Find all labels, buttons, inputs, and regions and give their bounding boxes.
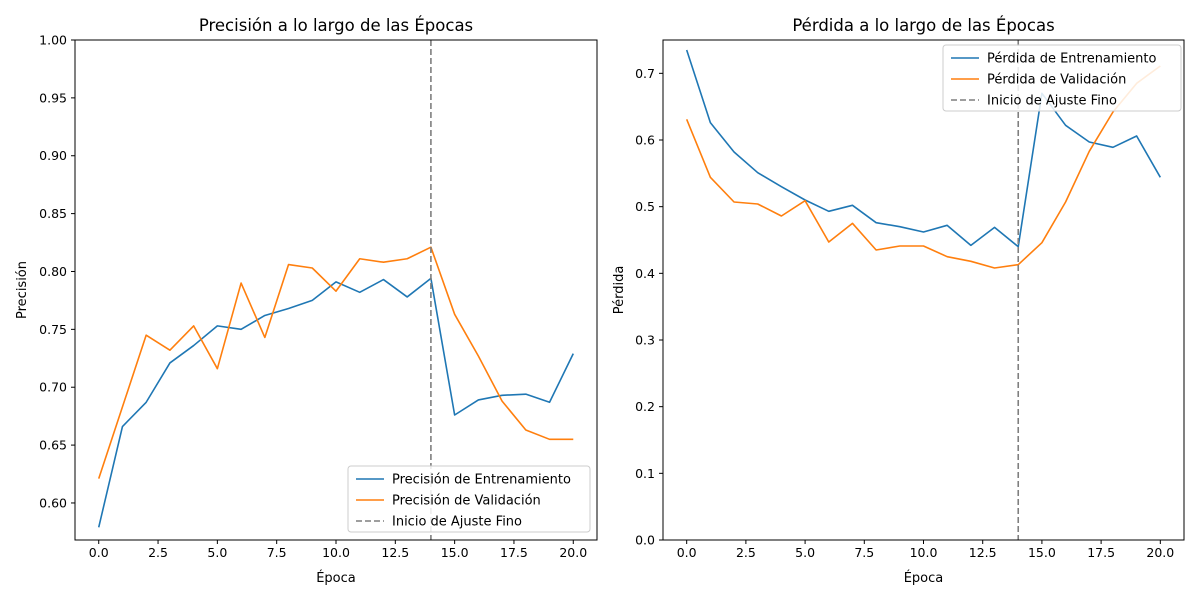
chart-title: Precisión a lo largo de las Épocas bbox=[199, 16, 473, 35]
x-tick-label: 5.0 bbox=[207, 545, 227, 560]
x-tick-label: 15.0 bbox=[441, 545, 469, 560]
x-tick-label: 10.0 bbox=[910, 545, 938, 560]
y-tick-label: 0.0 bbox=[635, 533, 655, 548]
legend-label: Inicio de Ajuste Fino bbox=[987, 94, 1117, 109]
y-tick-label: 0.7 bbox=[635, 66, 655, 81]
y-tick-label: 0.3 bbox=[635, 333, 655, 348]
x-tick-label: 10.0 bbox=[322, 545, 350, 560]
legend-label: Inicio de Ajuste Fino bbox=[392, 515, 522, 530]
x-axis-label: Época bbox=[316, 570, 356, 586]
x-tick-label: 0.0 bbox=[89, 545, 109, 560]
legend-label: Pérdida de Entrenamiento bbox=[987, 52, 1157, 67]
series-line-training bbox=[97, 277, 574, 528]
accuracy-chart: Precisión a lo largo de las Épocas Época… bbox=[15, 16, 598, 586]
y-tick-label: 0.6 bbox=[635, 133, 655, 148]
y-tick-label: 0.5 bbox=[635, 199, 655, 214]
series-line-training bbox=[685, 49, 1162, 248]
legend-label: Precisión de Entrenamiento bbox=[392, 473, 571, 488]
y-tick-label: 1.00 bbox=[39, 33, 67, 48]
axis-ticks: 0.0 2.5 5.0 7.5 10.0 12.5 15.0 17.5 20.0 0.60 0.65… bbox=[39, 33, 587, 561]
x-tick-label: 12.5 bbox=[969, 545, 997, 560]
legend-label: Pérdida de Validación bbox=[987, 73, 1126, 88]
y-tick-label: 0.65 bbox=[39, 438, 67, 453]
legend-box bbox=[942, 44, 1182, 112]
y-tick-label: 0.1 bbox=[635, 466, 655, 481]
y-tick-label: 0.60 bbox=[39, 495, 67, 510]
y-tick-label: 0.85 bbox=[39, 206, 67, 221]
y-axis-label: Precisión bbox=[15, 261, 30, 319]
y-tick-label: 0.80 bbox=[39, 264, 67, 279]
legend: Precisión de Entrenamiento Precisión de V… bbox=[347, 465, 591, 533]
plot-lines bbox=[685, 40, 1162, 540]
y-tick-label: 0.90 bbox=[39, 148, 67, 163]
y-axis-label: Pérdida bbox=[612, 266, 627, 315]
x-tick-label: 20.0 bbox=[559, 545, 587, 560]
x-tick-label: 2.5 bbox=[148, 545, 168, 560]
plot-lines bbox=[97, 40, 574, 540]
loss-chart: Pérdida a lo largo de las Épocas Época P… bbox=[612, 16, 1185, 586]
y-tick-label: 0.70 bbox=[39, 380, 67, 395]
x-tick-label: 0.0 bbox=[677, 545, 697, 560]
legend: Pérdida de Entrenamiento Pérdida de Valid… bbox=[942, 44, 1182, 112]
y-tick-label: 0.95 bbox=[39, 90, 67, 105]
series-line-validation bbox=[97, 246, 574, 479]
x-tick-label: 20.0 bbox=[1146, 545, 1174, 560]
x-axis-label: Época bbox=[904, 570, 944, 586]
plot-frame bbox=[662, 39, 1185, 541]
plot-frame bbox=[74, 39, 598, 541]
x-tick-label: 17.5 bbox=[1087, 545, 1115, 560]
x-tick-label: 12.5 bbox=[381, 545, 409, 560]
x-tick-label: 7.5 bbox=[854, 545, 874, 560]
axis-ticks: 0.0 2.5 5.0 7.5 10.0 12.5 15.0 17.5 20.0 0.0 0.1 0.… bbox=[635, 66, 1174, 560]
chart-title: Pérdida a lo largo de las Épocas bbox=[792, 16, 1054, 35]
y-tick-label: 0.75 bbox=[39, 322, 67, 337]
x-tick-label: 15.0 bbox=[1028, 545, 1056, 560]
legend-box bbox=[347, 465, 591, 533]
x-tick-label: 2.5 bbox=[736, 545, 756, 560]
y-tick-label: 0.4 bbox=[635, 266, 655, 281]
legend-label: Precisión de Validación bbox=[392, 494, 541, 509]
y-tick-label: 0.2 bbox=[635, 399, 655, 414]
x-tick-label: 7.5 bbox=[267, 545, 287, 560]
series-line-validation bbox=[685, 65, 1161, 269]
x-tick-label: 17.5 bbox=[500, 545, 528, 560]
x-tick-label: 5.0 bbox=[795, 545, 815, 560]
